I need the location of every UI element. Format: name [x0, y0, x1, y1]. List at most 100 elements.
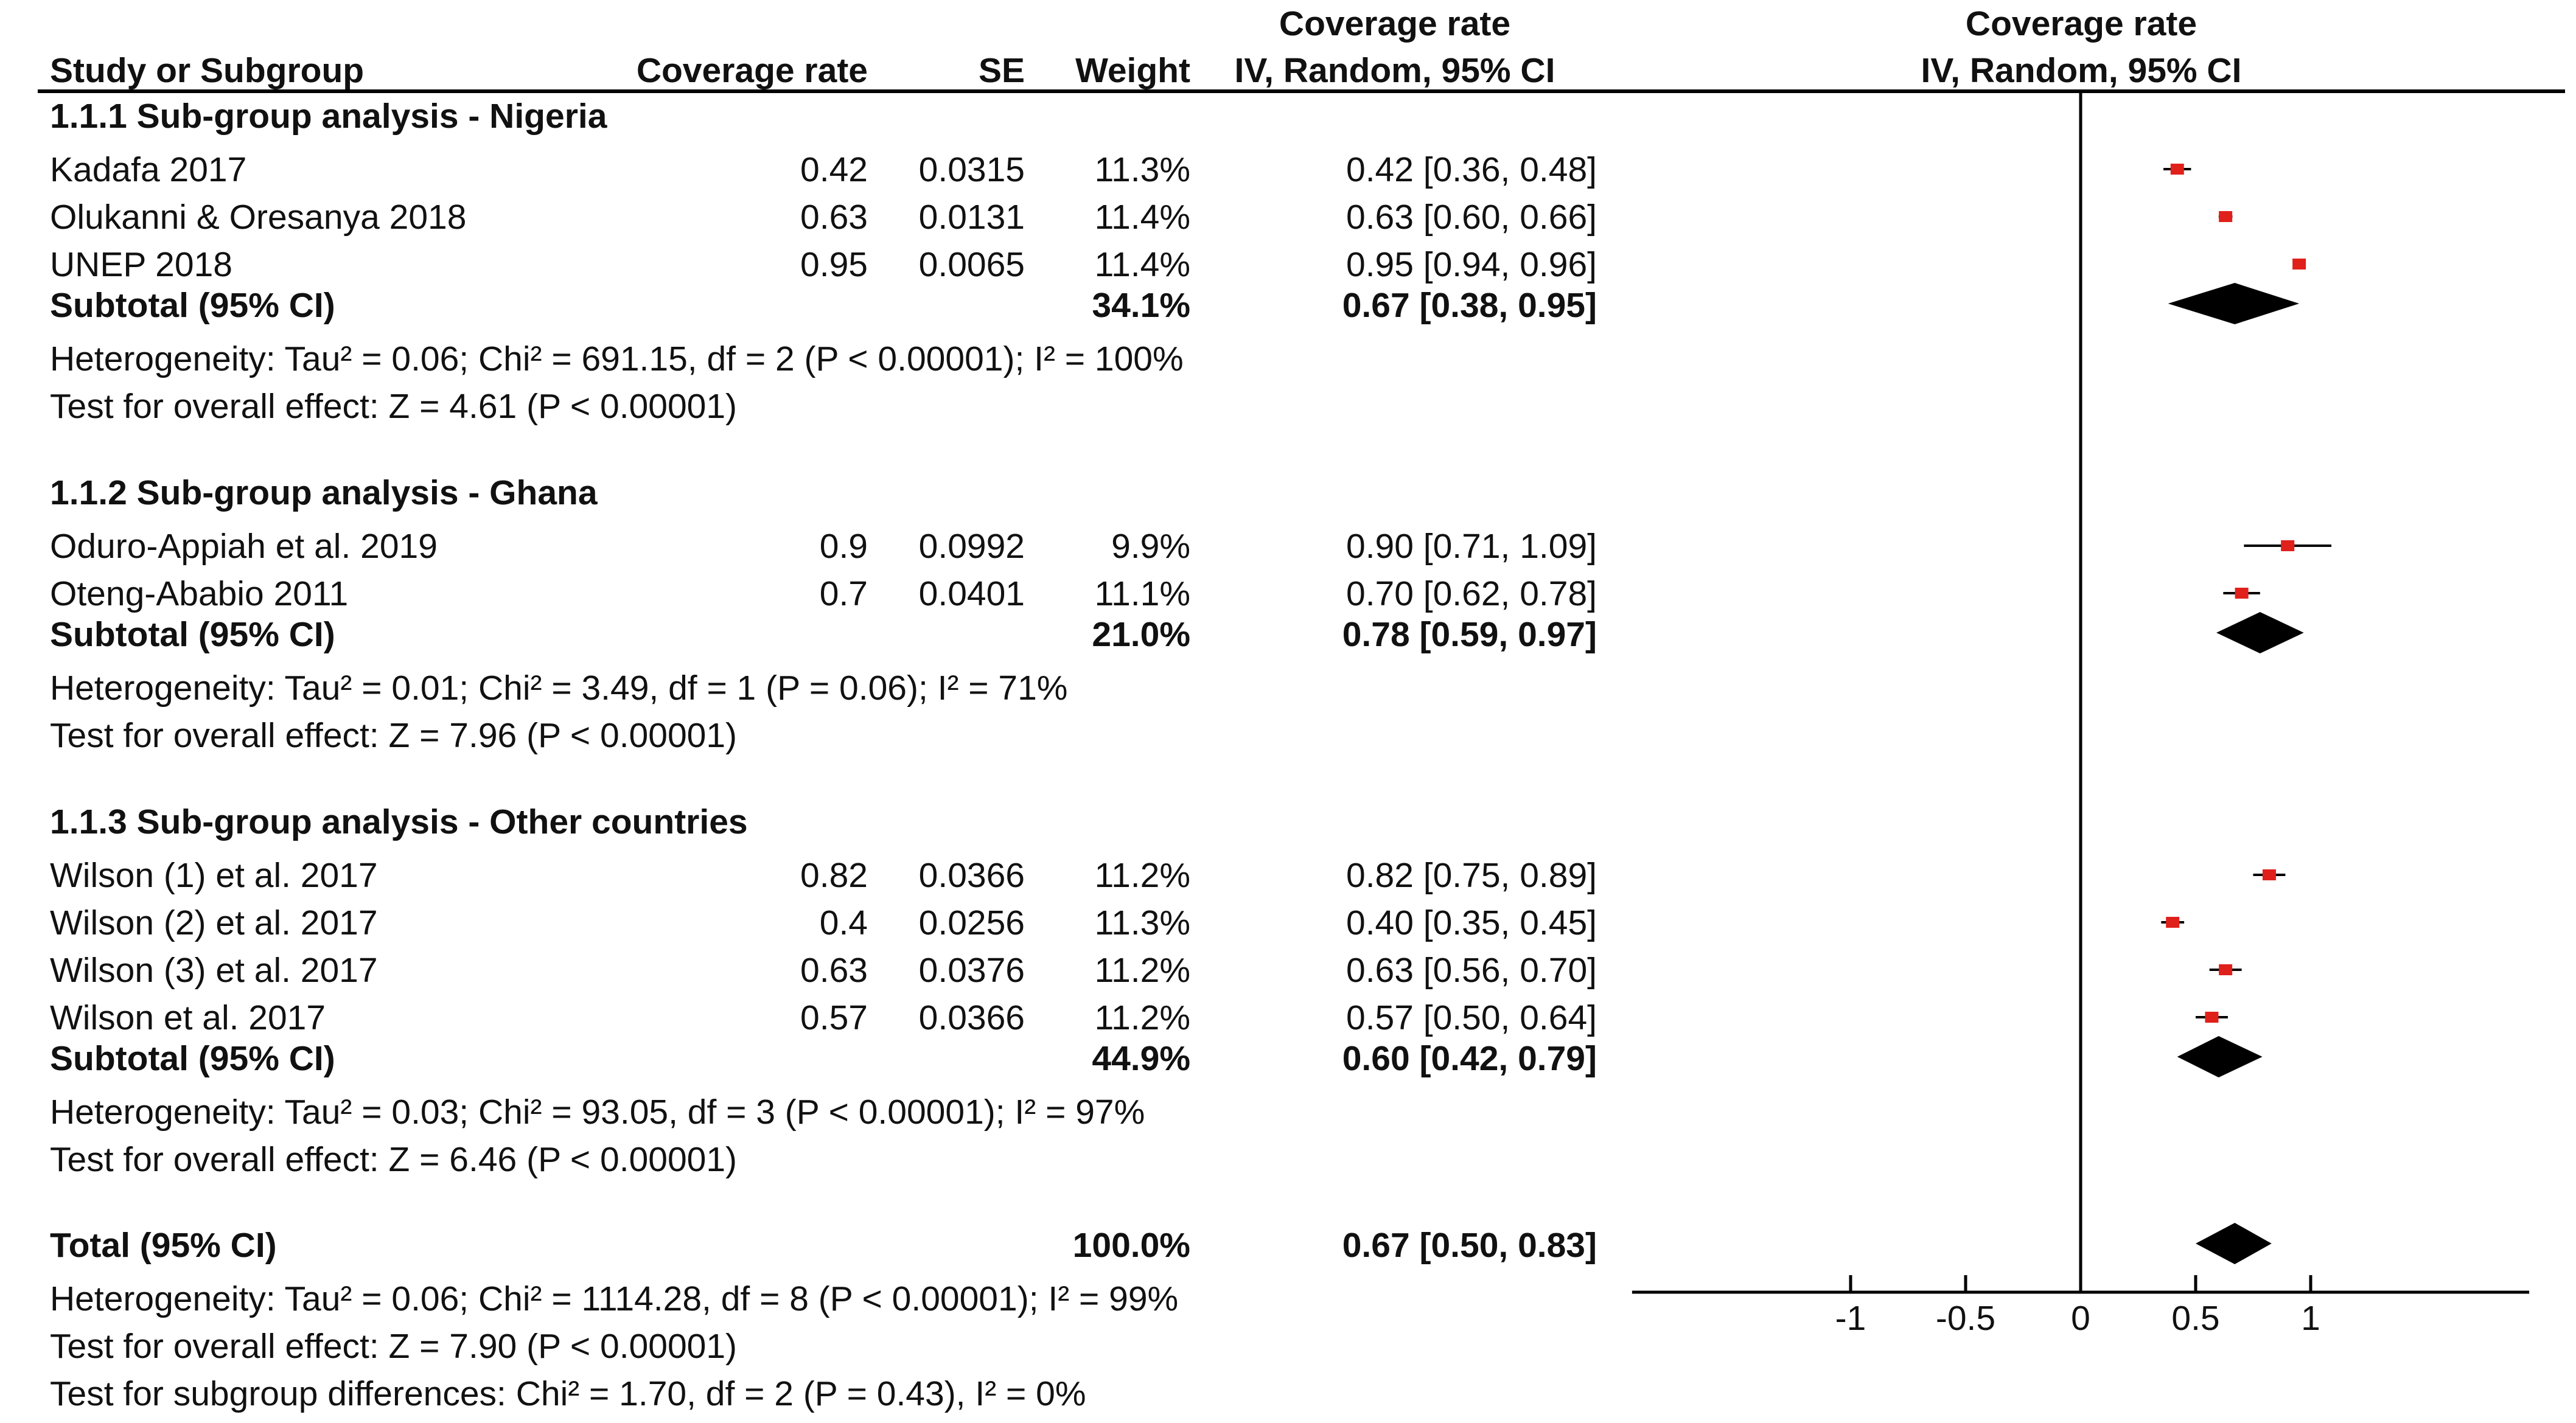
overall-effect-text: Test for overall effect: Z = 6.46 (P < 0…: [50, 1140, 737, 1179]
subtotal-diamond-1: [2168, 283, 2300, 324]
overall-effect-text: Test for overall effect: Z = 7.96 (P < 0…: [50, 716, 737, 755]
x-tick-label: 1: [2301, 1299, 2320, 1338]
header-plot-method: IV, Random, 95% CI: [1921, 51, 2242, 90]
subtotal-weight: 44.9%: [1092, 1039, 1190, 1078]
study-row: Kadafa 2017 0.42 0.0315 11.3% 0.42 [0.36, 0.…: [50, 150, 1597, 189]
subtotal-weight: 21.0%: [1092, 615, 1190, 654]
study-se: 0.0366: [919, 998, 1025, 1037]
subtotal-weight: 34.1%: [1092, 286, 1190, 325]
table-header: Coverage rate Coverage rate Study or Sub…: [38, 4, 2565, 93]
header-ci-title: Coverage rate: [1279, 4, 1510, 43]
study-marker-4: [2244, 540, 2332, 551]
header-plot-title: Coverage rate: [1966, 4, 2197, 43]
study-weight: 11.2%: [1095, 856, 1190, 895]
point-estimate-square: [2205, 1012, 2219, 1023]
study-effect: 0.63: [800, 198, 868, 237]
study-ci: 0.57 [0.50, 0.64]: [1346, 998, 1597, 1037]
study-ci: 0.82 [0.75, 0.89]: [1346, 856, 1597, 895]
subtotal-label: Subtotal (95% CI): [50, 1039, 335, 1078]
x-tick-label: -0.5: [1936, 1299, 1995, 1338]
study-weight: 9.9%: [1111, 527, 1190, 566]
header-ci-method: IV, Random, 95% CI: [1235, 51, 1555, 90]
table-rows: 1.1.1 Sub-group analysis - Nigeria Kadafa…: [50, 97, 1597, 1413]
heterogeneity-text: Heterogeneity: Tau² = 0.01; Chi² = 3.49,…: [50, 669, 1067, 708]
study-name: Wilson (3) et al. 2017: [50, 951, 378, 990]
study-weight: 11.3%: [1095, 903, 1190, 942]
point-estimate-square: [2166, 917, 2180, 928]
study-se: 0.0376: [919, 951, 1025, 990]
overall-effect-text: Test for overall effect: Z = 4.61 (P < 0…: [50, 387, 737, 426]
point-estimate-square: [2235, 588, 2249, 599]
study-name: Kadafa 2017: [50, 150, 246, 189]
total-ci: 0.67 [0.50, 0.83]: [1342, 1226, 1597, 1265]
study-ci: 0.63 [0.56, 0.70]: [1346, 951, 1597, 990]
study-se: 0.0131: [919, 198, 1025, 237]
x-tick-label: 0.5: [2171, 1299, 2219, 1338]
study-effect: 0.42: [800, 150, 868, 189]
subtotal-label: Subtotal (95% CI): [50, 286, 335, 325]
total-block: Total (95% CI) 100.0% 0.67 [0.50, 0.83] Het…: [50, 1226, 1597, 1413]
study-name: Wilson (2) et al. 2017: [50, 903, 378, 942]
study-row: Wilson et al. 2017 0.57 0.0366 11.2% 0.57 [0…: [50, 998, 1597, 1037]
study-name: UNEP 2018: [50, 245, 232, 284]
study-row: Oteng-Ababio 2011 0.7 0.0401 11.1% 0.70 [0.6…: [50, 574, 1597, 613]
study-marker-7: [2161, 917, 2185, 928]
study-se: 0.0366: [919, 856, 1025, 895]
subtotal-ci: 0.60 [0.42, 0.79]: [1342, 1039, 1597, 1078]
subtotal-diamond-2: [2216, 612, 2304, 653]
study-marker-9: [2196, 1012, 2228, 1023]
header-weight: Weight: [1075, 51, 1190, 90]
point-estimate-square: [2170, 164, 2184, 175]
x-tick-label: -1: [1835, 1299, 1866, 1338]
study-effect: 0.9: [820, 527, 868, 566]
study-marker-3: [2292, 259, 2306, 270]
subgroup-differences-text: Test for subgroup differences: Chi² = 1.…: [50, 1374, 1086, 1413]
study-ci: 0.40 [0.35, 0.45]: [1346, 903, 1597, 942]
total-diamond: [2196, 1223, 2272, 1264]
study-marker-8: [2209, 964, 2242, 975]
study-ci: 0.70 [0.62, 0.78]: [1346, 574, 1597, 613]
study-ci: 0.95 [0.94, 0.96]: [1346, 245, 1597, 284]
study-row: Wilson (2) et al. 2017 0.4 0.0256 11.3% 0.40…: [50, 903, 1597, 942]
study-name: Oteng-Ababio 2011: [50, 574, 348, 613]
total-heterogeneity-text: Heterogeneity: Tau² = 0.06; Chi² = 1114.…: [50, 1279, 1178, 1318]
subtotal-ci: 0.67 [0.38, 0.95]: [1342, 286, 1597, 325]
subtotal-row: Subtotal (95% CI) 44.9% 0.60 [0.42, 0.79]: [50, 1039, 1597, 1078]
study-marker-1: [2163, 164, 2191, 175]
study-effect: 0.95: [800, 245, 868, 284]
total-weight: 100.0%: [1073, 1226, 1190, 1265]
subgroup-title: 1.1.2 Sub-group analysis - Ghana: [50, 473, 598, 512]
header-se: SE: [979, 51, 1025, 90]
study-ci: 0.90 [0.71, 1.09]: [1346, 527, 1597, 566]
study-row: Wilson (1) et al. 2017 0.82 0.0366 11.2% 0.8…: [50, 856, 1597, 895]
study-se: 0.0992: [919, 527, 1025, 566]
study-marker-5: [2223, 588, 2260, 599]
subtotal-row: Subtotal (95% CI) 21.0% 0.78 [0.59, 0.97]: [50, 615, 1597, 654]
study-row: UNEP 2018 0.95 0.0065 11.4% 0.95 [0.94, 0.96…: [50, 245, 1597, 284]
study-se: 0.0401: [919, 574, 1025, 613]
study-weight: 11.1%: [1095, 574, 1190, 613]
study-effect: 0.4: [820, 903, 868, 942]
study-row: Olukanni & Oresanya 2018 0.63 0.0131 11.4% 0…: [50, 198, 1597, 237]
point-estimate-square: [2219, 964, 2233, 975]
subgroup-3: 1.1.3 Sub-group analysis - Other countri…: [50, 802, 1597, 1179]
subtotal-label: Subtotal (95% CI): [50, 615, 335, 654]
subgroup-title: 1.1.1 Sub-group analysis - Nigeria: [50, 97, 608, 136]
x-tick-label: 0: [2071, 1299, 2090, 1338]
subtotal-ci: 0.78 [0.59, 0.97]: [1342, 615, 1597, 654]
study-ci: 0.63 [0.60, 0.66]: [1346, 198, 1597, 237]
study-weight: 11.4%: [1095, 245, 1190, 284]
header-effect: Coverage rate: [637, 51, 868, 90]
study-se: 0.0256: [919, 903, 1025, 942]
subtotal-row: Subtotal (95% CI) 34.1% 0.67 [0.38, 0.95]: [50, 286, 1597, 325]
header-study: Study or Subgroup: [50, 51, 364, 90]
study-name: Wilson (1) et al. 2017: [50, 856, 378, 895]
plot-marks: [2161, 164, 2332, 1264]
study-se: 0.0315: [919, 150, 1025, 189]
study-effect: 0.7: [820, 574, 868, 613]
heterogeneity-text: Heterogeneity: Tau² = 0.06; Chi² = 691.1…: [50, 339, 1184, 378]
study-marker-6: [2253, 869, 2286, 880]
study-effect: 0.82: [800, 856, 868, 895]
